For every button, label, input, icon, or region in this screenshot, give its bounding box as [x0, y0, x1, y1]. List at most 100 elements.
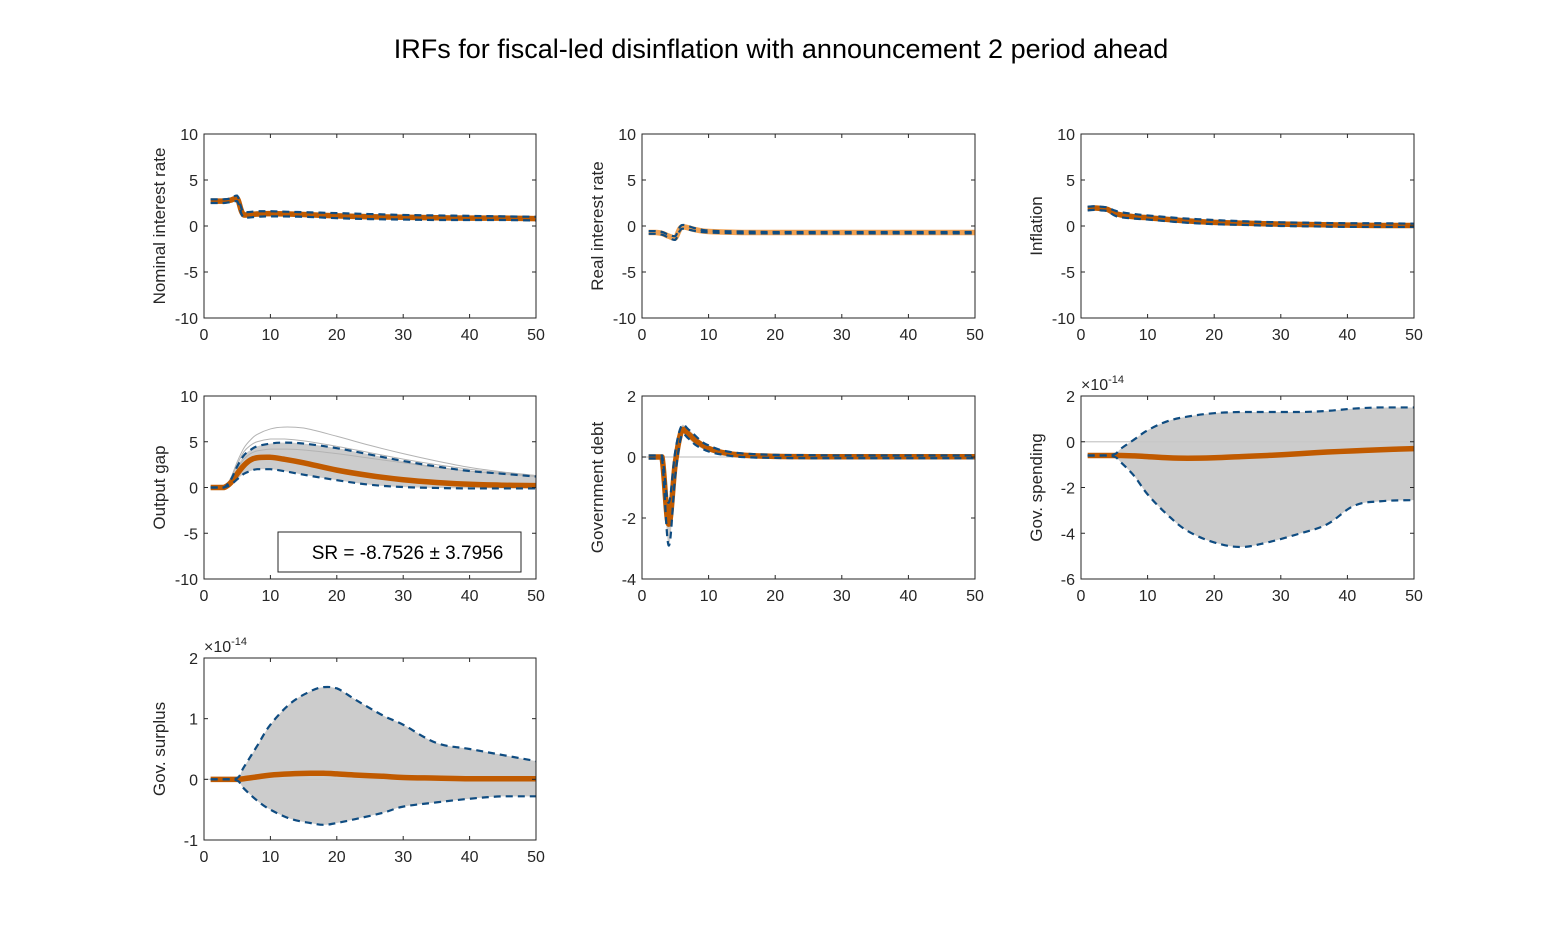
- y-tick-label: -5: [184, 265, 198, 282]
- lower-bound-line: [648, 227, 975, 241]
- plot-content: [1087, 205, 1414, 229]
- plot-content: [204, 685, 536, 826]
- exponent-base: ×10: [1081, 377, 1108, 394]
- x-tick-label: 0: [638, 327, 647, 344]
- axes-box: [203, 657, 537, 841]
- y-tick-label: -10: [175, 572, 198, 589]
- plot-area: [642, 134, 975, 318]
- y-tick-label: -4: [622, 572, 636, 589]
- y-axis-label: Gov. surplus: [150, 702, 169, 796]
- exponent-base: ×10: [204, 639, 231, 656]
- y-tick-label: 5: [189, 435, 198, 452]
- y-tick-label: 10: [1057, 127, 1075, 144]
- x-tick-label: 10: [700, 327, 718, 344]
- lower-bound-line: [648, 432, 975, 547]
- x-tick-label: 40: [461, 327, 479, 344]
- upper-bound-line: [210, 441, 536, 489]
- x-tick-label: 30: [1272, 327, 1290, 344]
- y-tick-label: 0: [627, 450, 636, 467]
- x-tick-label: 20: [328, 327, 346, 344]
- x-tick-label: 10: [1139, 588, 1157, 605]
- y-tick-label: 1: [189, 712, 198, 729]
- y-tick-label: 10: [618, 127, 636, 144]
- y-tick-label: 5: [627, 173, 636, 190]
- median-line: [210, 454, 536, 491]
- subplot-2: 0 10 20 30 40 50 -10 -5 0 5 10 Real interest rate: [588, 127, 984, 344]
- exponent-power: -14: [1108, 374, 1124, 386]
- lower-bound-line: [1087, 208, 1414, 229]
- plot-content: [642, 423, 975, 547]
- plot-content: [1081, 406, 1414, 549]
- x-tick-label: 20: [766, 588, 784, 605]
- y-tick-label: -2: [1061, 481, 1075, 498]
- x-tick-label: 20: [328, 849, 346, 866]
- y-tick-label: 5: [189, 173, 198, 190]
- lower-bound-line: [1087, 454, 1414, 549]
- x-tick-label: 50: [1405, 588, 1423, 605]
- y-tick-label: 2: [627, 389, 636, 406]
- y-axis-label: Inflation: [1027, 196, 1046, 256]
- x-tick-label: 40: [1339, 588, 1357, 605]
- upper-bound-line: [648, 423, 975, 504]
- y-tick-label: -4: [1061, 526, 1075, 543]
- y-tick-label: 0: [627, 219, 636, 236]
- subplot-4: 0 10 20 30 40 50 -10 -5 0 5 10 Output gap SR = -8.75…: [150, 389, 545, 605]
- median-line: [1087, 205, 1414, 229]
- x-tick-label: 30: [833, 588, 851, 605]
- x-tick-label: 0: [200, 849, 209, 866]
- y-tick-label: 5: [1066, 173, 1075, 190]
- y-tick-label: 2: [1066, 389, 1075, 406]
- median-line: [1087, 445, 1414, 461]
- y-axis-label: Real interest rate: [588, 161, 607, 290]
- x-tick-label: 10: [262, 327, 280, 344]
- x-tick-label: 50: [527, 849, 545, 866]
- x-tick-label: 10: [262, 588, 280, 605]
- x-tick-label: 20: [328, 588, 346, 605]
- x-tick-label: 0: [1077, 327, 1086, 344]
- y-tick-label: -5: [622, 265, 636, 282]
- x-tick-label: 30: [394, 849, 412, 866]
- subplot-3: 0 10 20 30 40 50 -10 -5 0 5 10 Inflation: [1027, 127, 1423, 344]
- x-tick-label: 50: [966, 327, 984, 344]
- y-axis-label: Government debt: [588, 422, 607, 554]
- y-tick-label: -1: [184, 833, 198, 850]
- y-axis-label: Nominal interest rate: [150, 148, 169, 305]
- x-tick-label: 10: [1139, 327, 1157, 344]
- y-exponent-label: ×10-14: [204, 636, 247, 656]
- x-tick-label: 30: [394, 327, 412, 344]
- figure-title: IRFs for fiscal-led disinflation with an…: [394, 34, 1168, 64]
- subplot-1: 0 10 20 30 40 50 -10 -5 0 5 10 Nominal interest rat…: [150, 127, 545, 344]
- upper-bound-line: [648, 223, 975, 238]
- upper-bound-line: [210, 685, 536, 781]
- upper-bound-line: [210, 194, 536, 218]
- x-tick-label: 20: [1205, 588, 1223, 605]
- credible-band: [210, 442, 536, 489]
- median-line: [210, 195, 536, 222]
- x-tick-label: 10: [700, 588, 718, 605]
- subplot-6: 0 10 20 30 40 50 -6 -4 -2 0 2 Gov. spending ×10-14: [1027, 374, 1423, 605]
- annotation-box: [277, 531, 522, 573]
- plot-content: [648, 223, 975, 241]
- exponent-power: -14: [231, 636, 247, 648]
- x-tick-label: 10: [262, 849, 280, 866]
- x-tick-label: 50: [1405, 327, 1423, 344]
- x-tick-label: 0: [200, 588, 209, 605]
- x-tick-label: 30: [833, 327, 851, 344]
- axes-box: [641, 395, 976, 580]
- x-tick-label: 0: [200, 327, 209, 344]
- subplot-5: 0 10 20 30 40 50 -4 -2 0 2 Government debt: [588, 389, 984, 605]
- x-tick-label: 40: [900, 588, 918, 605]
- y-tick-label: 0: [189, 219, 198, 236]
- upper-bound-line: [1087, 205, 1414, 225]
- annotation-text: SR = -8.7526 ± 3.7956: [312, 543, 504, 564]
- x-tick-label: 40: [1339, 327, 1357, 344]
- upper-bound-line: [1087, 406, 1414, 457]
- x-tick-label: 50: [527, 327, 545, 344]
- y-axis-label: Output gap: [150, 445, 169, 529]
- y-tick-label: 0: [1066, 219, 1075, 236]
- plot-content: [210, 194, 536, 222]
- y-axis-label: Gov. spending: [1027, 433, 1046, 541]
- x-tick-label: 30: [394, 588, 412, 605]
